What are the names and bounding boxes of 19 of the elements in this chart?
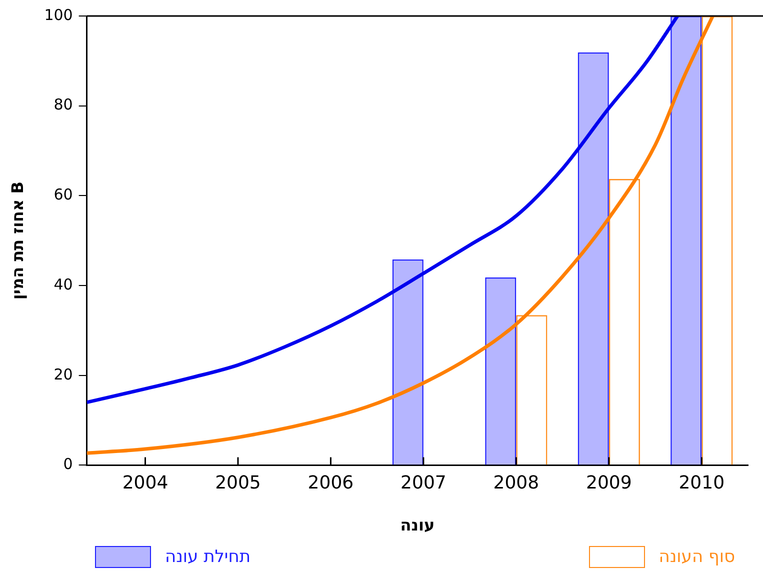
y-tick-label: 0 — [63, 455, 73, 474]
y-tick-label: 100 — [44, 6, 73, 24]
x-tick-label: 2006 — [308, 472, 354, 494]
line-series — [86, 16, 680, 404]
x-axis-title: עונה — [400, 516, 435, 535]
y-tick-label: 60 — [54, 186, 73, 204]
x-tick-label: 2008 — [493, 472, 540, 494]
y-tick-label: 20 — [54, 365, 73, 384]
x-tick-label: 2009 — [586, 472, 632, 494]
y-tick-label: 40 — [54, 275, 73, 294]
line-series — [86, 16, 715, 455]
x-tick-label: 2004 — [122, 472, 168, 494]
x-tick-label: 2010 — [678, 472, 725, 494]
y-tick-label: 80 — [54, 96, 73, 114]
x-tick-label: 2005 — [215, 472, 261, 494]
y-axis-title: אחוז תת המין B — [8, 182, 27, 300]
legend-label: סוף העונה — [658, 547, 735, 567]
legend-label: תחילת עונה — [165, 547, 251, 567]
x-tick-label: 2007 — [400, 472, 446, 494]
